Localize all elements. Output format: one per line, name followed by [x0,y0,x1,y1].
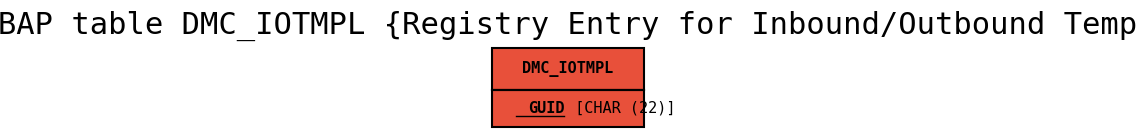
Text: DMC_IOTMPL: DMC_IOTMPL [523,61,613,77]
Text: SAP ABAP table DMC_IOTMPL {Registry Entry for Inbound/Outbound Template}: SAP ABAP table DMC_IOTMPL {Registry Entr… [0,11,1136,41]
Text: GUID: GUID [528,101,565,116]
Text: [CHAR (22)]: [CHAR (22)] [566,101,676,116]
FancyBboxPatch shape [492,90,644,127]
FancyBboxPatch shape [492,48,644,90]
